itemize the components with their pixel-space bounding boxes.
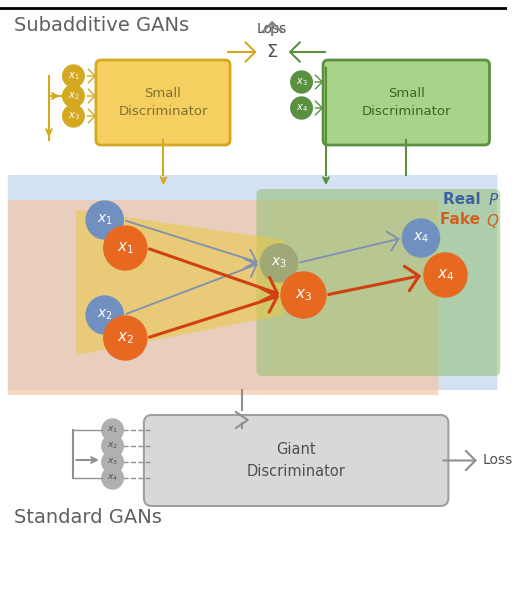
Text: $x_2$: $x_2$ [117, 330, 134, 346]
Text: $x_4$: $x_4$ [437, 267, 454, 283]
Text: $P$: $P$ [488, 192, 499, 208]
Circle shape [63, 65, 84, 87]
Text: Loss: Loss [483, 454, 513, 467]
Text: Fake: Fake [440, 212, 485, 227]
Text: $x_3$: $x_3$ [295, 287, 312, 303]
Text: $x_4$: $x_4$ [296, 102, 308, 114]
Text: $x_1$: $x_1$ [117, 240, 134, 256]
Text: $x_2$: $x_2$ [107, 441, 118, 451]
Text: $x_2$: $x_2$ [97, 308, 112, 322]
Text: $x_1$: $x_1$ [68, 70, 79, 82]
Circle shape [63, 105, 84, 127]
Text: Giant
Discriminator: Giant Discriminator [247, 442, 346, 479]
Circle shape [104, 226, 147, 270]
Circle shape [424, 253, 467, 297]
Text: $x_1$: $x_1$ [97, 213, 112, 227]
Circle shape [291, 97, 312, 119]
Text: $x_2$: $x_2$ [68, 90, 79, 102]
Text: $x_1$: $x_1$ [107, 425, 118, 435]
Text: Small
Discriminator: Small Discriminator [362, 87, 451, 118]
FancyBboxPatch shape [323, 60, 490, 145]
Circle shape [291, 71, 312, 93]
Text: Loss: Loss [257, 22, 287, 36]
Text: Σ: Σ [266, 43, 278, 61]
Circle shape [281, 272, 326, 318]
Text: Standard GANs: Standard GANs [13, 508, 162, 527]
Text: $x_3$: $x_3$ [296, 76, 307, 88]
Circle shape [102, 451, 123, 473]
Circle shape [102, 435, 123, 457]
Text: $Q$: $Q$ [486, 212, 499, 230]
Circle shape [63, 85, 84, 107]
Circle shape [402, 219, 440, 257]
Text: Small
Discriminator: Small Discriminator [118, 87, 208, 118]
Circle shape [86, 201, 123, 239]
Polygon shape [76, 210, 284, 355]
Text: $x_3$: $x_3$ [107, 457, 118, 467]
FancyBboxPatch shape [8, 175, 497, 390]
FancyBboxPatch shape [144, 415, 449, 506]
Text: $x_3$: $x_3$ [67, 110, 79, 122]
FancyBboxPatch shape [256, 189, 500, 376]
Circle shape [261, 244, 298, 282]
Circle shape [86, 296, 123, 334]
Text: Real: Real [443, 192, 485, 207]
Text: $x_4$: $x_4$ [107, 473, 118, 483]
FancyBboxPatch shape [96, 60, 230, 145]
Circle shape [104, 316, 147, 360]
Circle shape [102, 419, 123, 441]
Circle shape [102, 467, 123, 489]
Text: Subadditive GANs: Subadditive GANs [13, 16, 189, 35]
FancyBboxPatch shape [8, 200, 439, 395]
Text: $x_4$: $x_4$ [413, 231, 429, 245]
Text: $x_3$: $x_3$ [271, 256, 287, 270]
